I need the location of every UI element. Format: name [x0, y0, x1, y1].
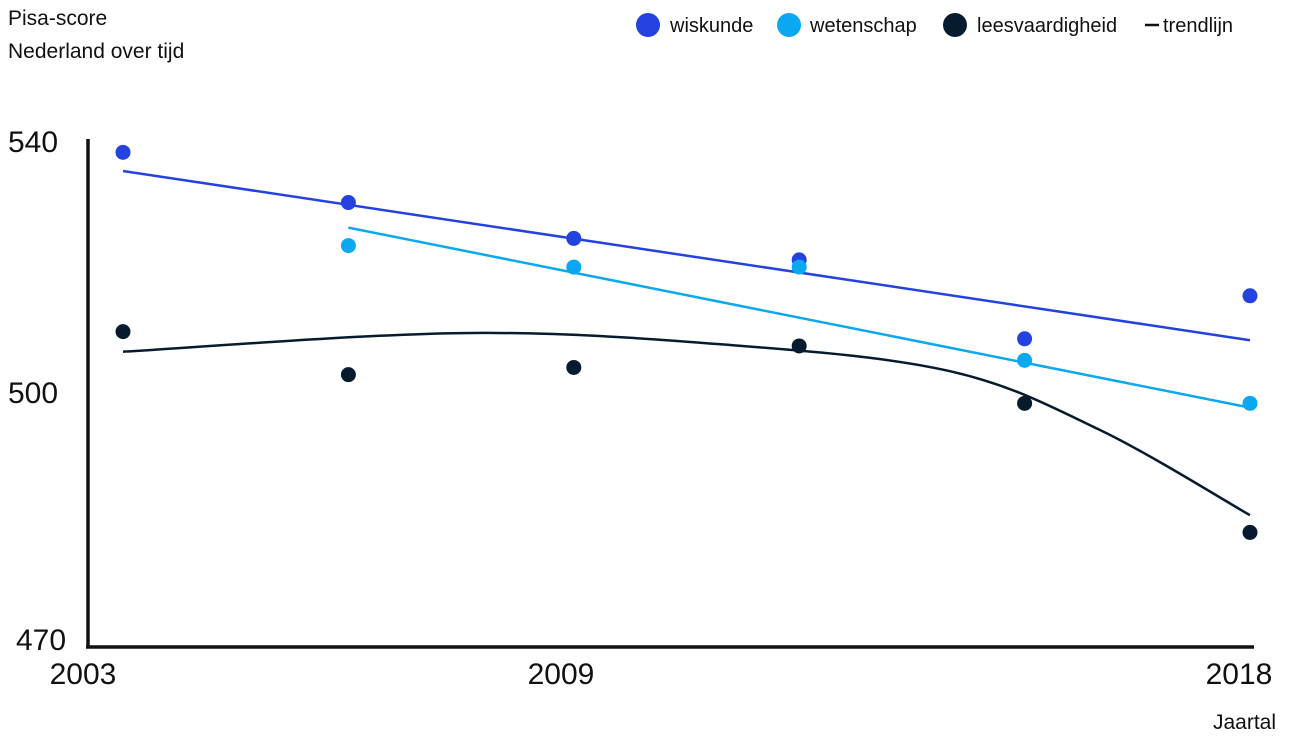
point-leesvaardigheid-2009: [566, 359, 582, 375]
data-points: [115, 144, 1258, 540]
legend-trendlijn-label: trendlijn: [1163, 15, 1233, 37]
legend-wiskunde-label: wiskunde: [669, 15, 753, 37]
trendline-wetenschap: [348, 226, 1251, 409]
legend-leesvaardigheid-label: leesvaardigheid: [977, 15, 1117, 37]
trendlines: [122, 169, 1251, 517]
x-tick-label-2009: 2009: [528, 658, 595, 691]
point-wetenschap-2012: [791, 259, 807, 275]
point-wiskunde-2009: [566, 230, 582, 246]
point-wiskunde-2003: [115, 144, 131, 160]
x-tick-labels: 2003 2009 2018: [50, 658, 1273, 691]
y-tick-labels: 540 500 470: [8, 126, 66, 657]
point-wetenschap-2015: [1017, 352, 1033, 368]
chart-subtitle: Nederland over tijd: [8, 40, 184, 63]
point-wiskunde-2018: [1242, 288, 1258, 304]
point-leesvaardigheid-2003: [115, 324, 131, 340]
point-wetenschap-2006: [340, 238, 356, 254]
point-leesvaardigheid-2006: [340, 367, 356, 383]
trendline-leesvaardigheid: [122, 331, 1251, 517]
x-tick-label-2018: 2018: [1206, 658, 1273, 691]
point-leesvaardigheid-2015: [1017, 395, 1033, 411]
point-wiskunde-2006: [340, 195, 356, 211]
x-tick-label-2003: 2003: [50, 658, 117, 691]
y-tick-label-470: 470: [16, 624, 66, 657]
legend-wiskunde-dot: [636, 13, 660, 37]
point-leesvaardigheid-2018: [1242, 524, 1258, 540]
y-tick-label-500: 500: [8, 377, 58, 410]
point-wetenschap-2009: [566, 259, 582, 275]
point-wiskunde-2015: [1017, 331, 1033, 347]
legend-wetenschap-label: wetenschap: [809, 15, 917, 37]
trendline-wiskunde: [122, 169, 1251, 342]
x-axis-label: Jaartal: [1213, 711, 1276, 734]
legend-leesvaardigheid-dot: [943, 13, 967, 37]
point-leesvaardigheid-2012: [791, 338, 807, 354]
chart-title: Pisa-score: [8, 7, 107, 30]
point-wetenschap-2018: [1242, 395, 1258, 411]
legend: wiskunde wetenschap leesvaardigheid tren…: [636, 13, 1233, 37]
axes: [86, 139, 1254, 649]
legend-wetenschap-dot: [777, 13, 801, 37]
y-tick-label-540: 540: [8, 126, 58, 159]
